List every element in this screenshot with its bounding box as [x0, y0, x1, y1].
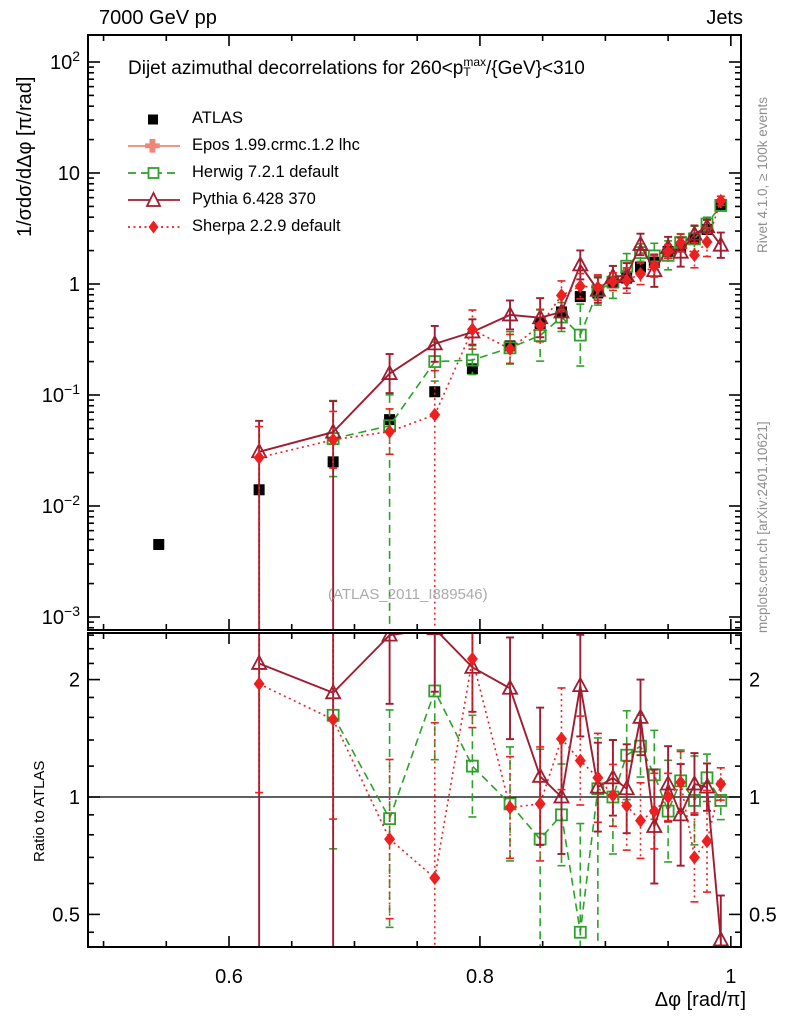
svg-text:1: 1 [749, 787, 760, 809]
x-axis-label: Δφ [rad/π] [654, 989, 746, 1011]
legend-row-epos: Epos 1.99.crmc.1.2 lhc [126, 132, 360, 159]
legend-row-herwig: Herwig 7.2.1 default [126, 159, 360, 186]
beam-info-label: 7000 GeV pp [99, 7, 217, 29]
legend-row-sherpa: Sherpa 2.2.9 default [126, 213, 360, 240]
legend-row-pythia: Pythia 6.428 370 [126, 186, 360, 213]
legend-label-sherpa: Sherpa 2.2.9 default [192, 217, 341, 235]
svg-text:0.5: 0.5 [749, 904, 777, 926]
epos-cross-marker-icon [128, 138, 180, 153]
legend-label-atlas: ATLAS [192, 109, 244, 127]
svg-text:102: 102 [50, 48, 80, 74]
plot-title-pre: Dijet azimuthal decorrelations for 260<p [128, 58, 464, 79]
plot-title: Dijet azimuthal decorrelations for 260<p… [128, 55, 585, 80]
svg-text:1: 1 [725, 966, 736, 988]
series-sherpa-ratio [253, 633, 727, 947]
legend: ATLAS Epos 1.99.crmc.1.2 lhc Herwig 7.2.… [126, 105, 360, 240]
pt-superscript-stack: max T [463, 55, 486, 79]
rivet-version-note: Rivet 4.1.0, ≥ 100k events [755, 97, 770, 253]
pythia-open-triangle-icon [128, 190, 180, 207]
svg-text:0.8: 0.8 [466, 966, 494, 988]
analysis-id-watermark: (ATLAS_2011_I889546) [328, 586, 488, 603]
svg-text:2: 2 [749, 670, 760, 692]
svg-text:10−2: 10−2 [42, 492, 80, 518]
plot-title-post: /{GeV}<310 [486, 58, 585, 79]
axis-tick-labels: 102 10 1 10−1 10−2 10−3 2 2 1 1 0.5 0.5 0.6 0.8 1 [42, 48, 777, 988]
series-pythia-main [250, 217, 730, 630]
series-herwig-ratio [326, 633, 728, 947]
legend-label-pythia: Pythia 6.428 370 [192, 190, 316, 208]
svg-text:10: 10 [58, 163, 80, 185]
plot-title-sub: T [463, 65, 471, 79]
plot-title-sup: max [463, 55, 486, 69]
svg-text:0.6: 0.6 [215, 966, 243, 988]
svg-text:0.5: 0.5 [52, 904, 80, 926]
mcplots-reference-note: mcplots.cern.ch [arXiv:2401.10621] [755, 421, 770, 633]
svg-text:1: 1 [69, 274, 80, 296]
legend-label-herwig: Herwig 7.2.1 default [192, 163, 339, 181]
svg-text:1: 1 [69, 787, 80, 809]
svg-text:10−3: 10−3 [42, 603, 80, 629]
herwig-open-square-icon [128, 166, 180, 179]
analysis-group-label: Jets [706, 7, 743, 29]
atlas-filled-square-icon [148, 114, 158, 124]
panel-frames [87, 34, 742, 948]
svg-text:2: 2 [69, 670, 80, 692]
legend-label-epos: Epos 1.99.crmc.1.2 lhc [192, 136, 360, 154]
series-sherpa-main [253, 193, 727, 630]
legend-row-atlas: ATLAS [126, 105, 360, 132]
sherpa-filled-diamond-icon [128, 220, 180, 233]
main-y-axis-label: 1/σdσ/dΔφ [π/rad] [14, 76, 36, 237]
svg-text:10−1: 10−1 [42, 381, 80, 407]
ratio-y-axis-label: Ratio to ATLAS [31, 760, 48, 862]
